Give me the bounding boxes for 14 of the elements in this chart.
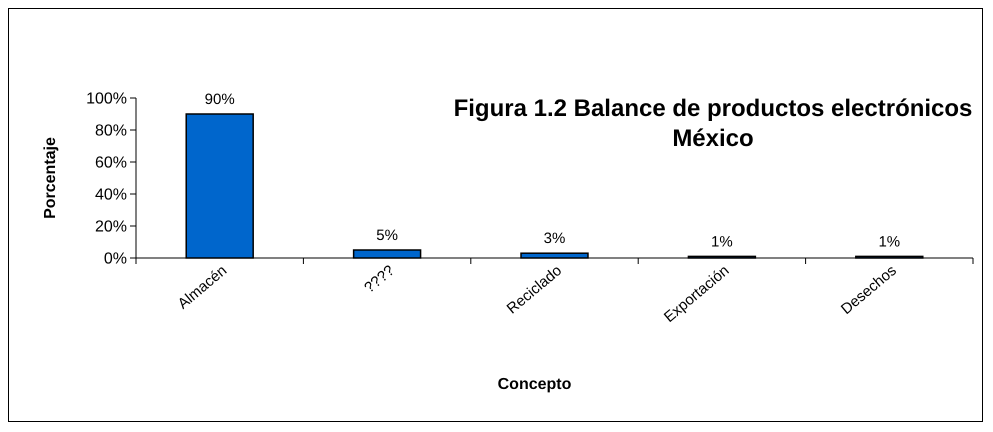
x-axis-title: Concepto [498,376,572,393]
y-tick-label: 40% [94,186,127,204]
data-label: 3% [544,230,566,248]
data-label: 1% [878,233,900,250]
y-axis-title: Porcentaje [42,136,59,219]
data-label: 5% [376,227,398,244]
data-label: 1% [711,233,733,250]
data-label: 90% [204,91,235,108]
y-tick-label: 60% [94,154,127,172]
text: Figura 1.2 Balance de productos electrónicos México [454,95,972,152]
y-tick-label: 20% [94,218,127,236]
y-tick-label: 80% [94,122,127,140]
y-tick-label: 0% [104,250,127,268]
y-tick-label: 100% [86,90,127,108]
